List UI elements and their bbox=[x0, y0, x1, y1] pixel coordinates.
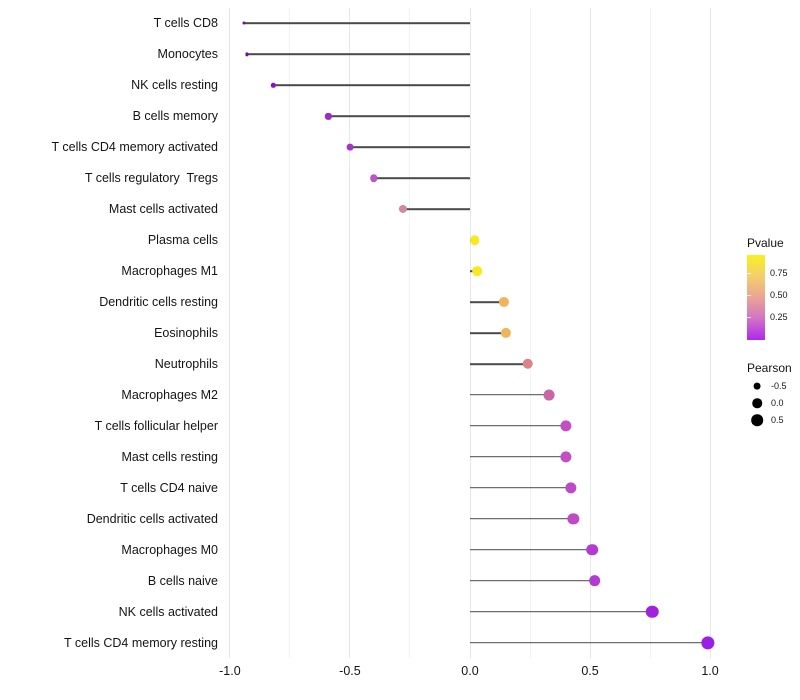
y-axis-label: Macrophages M2 bbox=[121, 387, 218, 402]
pvalue-gradient-bar bbox=[747, 255, 765, 340]
y-axis-label: T cells CD4 memory resting bbox=[64, 635, 218, 650]
pvalue-tick-mark bbox=[747, 294, 751, 296]
lollipop-stem bbox=[470, 363, 528, 365]
data-point bbox=[500, 327, 512, 339]
y-axis-label: Dendritic cells resting bbox=[99, 294, 218, 309]
pearson-size-label: 0.5 bbox=[771, 415, 784, 425]
lollipop-stem bbox=[402, 208, 470, 210]
lollipop-stem bbox=[470, 394, 550, 396]
data-point bbox=[560, 420, 572, 432]
y-axis-label: Plasma cells bbox=[147, 232, 218, 247]
lollipop-stem bbox=[246, 53, 470, 56]
data-point bbox=[522, 358, 533, 370]
y-axis-label: Macrophages M1 bbox=[121, 263, 218, 278]
lollipop-stem bbox=[470, 579, 595, 582]
x-axis-tick-label: -0.5 bbox=[339, 664, 361, 678]
major-gridline bbox=[709, 8, 711, 658]
pvalue-tick-mark bbox=[747, 272, 751, 274]
lollipop-stem bbox=[328, 115, 470, 118]
pearson-size-dot bbox=[752, 398, 762, 408]
major-gridline bbox=[589, 8, 591, 658]
data-point bbox=[646, 605, 659, 618]
lollipop-stem bbox=[470, 548, 593, 551]
major-gridline bbox=[349, 8, 351, 658]
minor-gridline bbox=[649, 8, 651, 658]
y-axis-label: T cells CD8 bbox=[153, 16, 218, 31]
pvalue-legend-title: Pvalue bbox=[747, 236, 784, 250]
data-point bbox=[472, 266, 483, 276]
data-point bbox=[398, 205, 407, 214]
data-point bbox=[567, 513, 579, 525]
lollipop-stem bbox=[470, 641, 708, 644]
pvalue-tick-label: 0.50 bbox=[770, 289, 788, 300]
data-point bbox=[325, 113, 332, 120]
lollipop-stem bbox=[470, 517, 574, 520]
data-point bbox=[346, 143, 354, 151]
lollipop-stem bbox=[470, 456, 567, 458]
lollipop-stem bbox=[470, 425, 567, 427]
y-axis-label: B cells memory bbox=[132, 109, 218, 124]
lollipop-stem bbox=[349, 146, 470, 149]
pearson-size-label: 0.0 bbox=[771, 398, 784, 408]
y-axis-label: Monocytes bbox=[157, 47, 218, 62]
minor-gridline bbox=[409, 8, 411, 658]
y-axis-label: T cells regulatory Tregs bbox=[84, 170, 218, 185]
lollipop-stem bbox=[470, 610, 653, 613]
x-axis-tick-label: 1.0 bbox=[701, 664, 719, 678]
lollipop-stem bbox=[273, 84, 470, 87]
data-point bbox=[270, 83, 276, 88]
pvalue-tick-mark bbox=[747, 316, 751, 318]
pvalue-tick-label: 0.75 bbox=[770, 267, 788, 278]
lollipop-stem bbox=[470, 486, 571, 489]
data-point bbox=[498, 296, 509, 308]
pearson-legend-title: Pearson bbox=[747, 361, 792, 375]
pearson-size-dot bbox=[753, 382, 761, 390]
data-point bbox=[370, 174, 378, 182]
y-axis-label: Mast cells resting bbox=[121, 449, 218, 464]
y-axis-label: T cells CD4 naive bbox=[120, 480, 218, 495]
y-axis-label: Dendritic cells activated bbox=[86, 511, 218, 526]
lollipop-stem bbox=[244, 22, 470, 25]
minor-gridline bbox=[289, 8, 291, 658]
pearson-size-label: -0.5 bbox=[771, 381, 787, 391]
y-axis-label: NK cells activated bbox=[118, 604, 218, 619]
y-axis-label: Macrophages M0 bbox=[121, 542, 218, 557]
y-axis-label: Eosinophils bbox=[154, 325, 218, 340]
y-axis-label: B cells naive bbox=[147, 573, 218, 588]
data-point bbox=[245, 52, 249, 56]
data-point bbox=[560, 451, 572, 463]
x-axis-tick-label: 0.0 bbox=[461, 664, 479, 678]
major-gridline bbox=[229, 8, 231, 658]
pvalue-tick-label: 0.25 bbox=[770, 311, 788, 322]
data-point bbox=[586, 543, 599, 556]
data-point bbox=[470, 235, 480, 245]
y-axis-label: Mast cells activated bbox=[108, 201, 218, 216]
lollipop-stem bbox=[470, 332, 506, 334]
data-point bbox=[589, 574, 601, 587]
y-axis-label: Neutrophils bbox=[154, 356, 218, 371]
y-axis-label: T cells follicular helper bbox=[94, 418, 218, 433]
x-axis-tick-label: -1.0 bbox=[219, 664, 241, 678]
minor-gridline bbox=[529, 8, 531, 658]
data-point bbox=[565, 482, 577, 494]
y-axis-label: T cells CD4 memory activated bbox=[51, 140, 219, 155]
lollipop-stem bbox=[470, 301, 504, 303]
data-point bbox=[543, 389, 555, 401]
data-point bbox=[701, 635, 715, 650]
pearson-size-dot bbox=[751, 414, 763, 426]
y-axis-label: NK cells resting bbox=[131, 78, 218, 93]
data-point bbox=[242, 21, 246, 25]
x-axis-tick-label: 0.5 bbox=[581, 664, 599, 678]
lollipop-stem bbox=[373, 177, 470, 180]
